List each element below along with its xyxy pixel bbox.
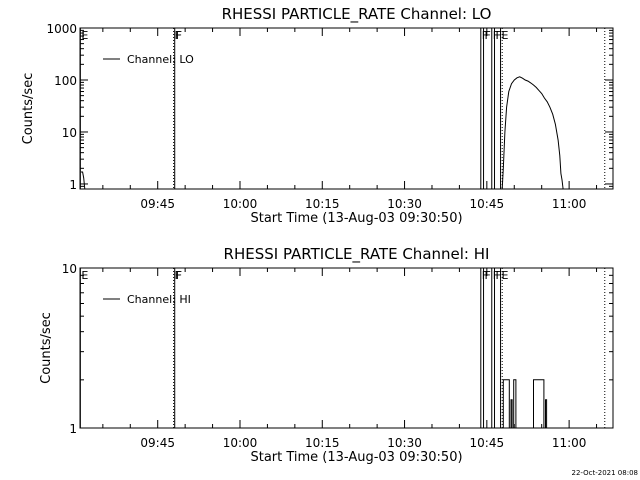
- panel2-x-tick-label: 10:45: [470, 436, 505, 450]
- panel1-event-marker-label: F: [493, 29, 499, 42]
- panel2-title: RHESSI PARTICLE_RATE Channel: HI: [224, 245, 490, 264]
- panel1-y-tick-label: 1000: [46, 22, 77, 36]
- panel1-title: RHESSI PARTICLE_RATE Channel: LO: [222, 5, 492, 24]
- panel1-y-axis-label: Counts/sec: [21, 73, 36, 145]
- panel1-y-tick-label: 100: [54, 74, 77, 88]
- panel1-event-marker-label: F: [176, 29, 182, 42]
- panel2-data-line: [533, 379, 548, 429]
- panel1-event-marker-label: E: [81, 29, 88, 42]
- panel1-x-tick-label: 09:45: [140, 197, 175, 211]
- panel1-event-marker-label: F: [485, 29, 491, 42]
- panel2-data-line: [501, 379, 517, 429]
- panel2-event-marker-label: F: [175, 269, 181, 282]
- panel1-y-tick-label: 10: [62, 126, 77, 140]
- panel1-legend-label: Channel: LO: [127, 53, 194, 66]
- panel2-x-tick-label: 10:00: [223, 436, 258, 450]
- panel1-x-tick-label: 10:00: [223, 197, 258, 211]
- panel2-x-tick-label: 11:00: [552, 436, 587, 450]
- panel2-event-marker-label: F: [485, 269, 491, 282]
- panel1-x-axis-label: Start Time (13-Aug-03 09:30:50): [250, 211, 462, 226]
- panel1-event-marker-label: F: [175, 29, 181, 42]
- panel1-x-tick-label: 11:00: [552, 197, 587, 211]
- panel2-event-marker-label: F: [176, 269, 182, 282]
- panel1-x-tick-label: 10:45: [470, 197, 505, 211]
- panel1-x-tick-label: 10:15: [305, 197, 340, 211]
- panel2-y-axis-label: Counts/sec: [39, 312, 54, 384]
- panel1-data-line: [501, 76, 564, 190]
- panel2-x-tick-label: 09:45: [140, 436, 175, 450]
- panel1-y-tick-label: 1: [69, 178, 77, 192]
- panel2-event-marker-label: F: [496, 269, 502, 282]
- panel1-event-marker-label: E: [502, 29, 509, 42]
- panel2-legend-label: Channel: HI: [127, 293, 191, 306]
- panel2-x-tick-label: 10:30: [387, 436, 422, 450]
- panel1-event-marker-label: F: [482, 29, 488, 42]
- panel2-y-tick-label: 1: [69, 422, 77, 436]
- panel1-event-marker-label: F: [496, 29, 502, 42]
- footer-timestamp: 22-Oct-2021 08:08: [572, 469, 638, 477]
- panel1-x-tick-label: 10:30: [387, 197, 422, 211]
- panel2-event-marker-label: E: [81, 269, 88, 282]
- panel1-data-line: [80, 171, 86, 190]
- panel2-event-marker-label: E: [502, 269, 509, 282]
- panel2-event-marker-label: F: [493, 269, 499, 282]
- panel2-x-axis-label: Start Time (13-Aug-03 09:30:50): [250, 450, 462, 465]
- panel2-event-marker-label: F: [482, 269, 488, 282]
- panel2-x-tick-label: 10:15: [305, 436, 340, 450]
- panel2-y-tick-label: 10: [62, 262, 77, 276]
